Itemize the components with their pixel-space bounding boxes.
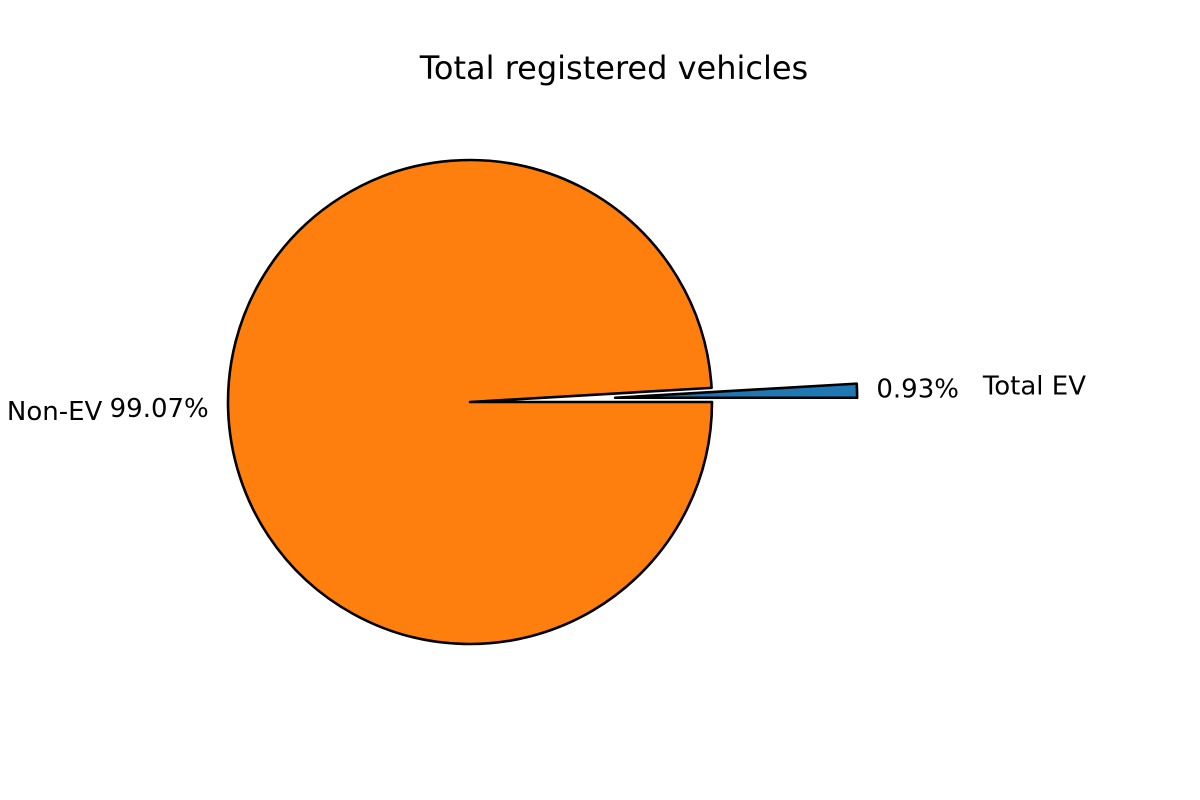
pie-labels: 0.93% Total EV 99.07%Non-EV — [7, 372, 1086, 428]
pie-category-label: Non-EV — [7, 397, 103, 427]
pie-category-label: Total EV — [982, 372, 1086, 402]
pie-slice-total-ev — [613, 382, 859, 400]
pie-percent-label: 99.07% — [110, 394, 209, 424]
pie-percent-label: 0.93% — [876, 375, 959, 405]
pie-slice-non-ev — [226, 158, 714, 646]
pie-slices — [226, 158, 859, 646]
chart-title: Total registered vehicles — [419, 49, 808, 87]
